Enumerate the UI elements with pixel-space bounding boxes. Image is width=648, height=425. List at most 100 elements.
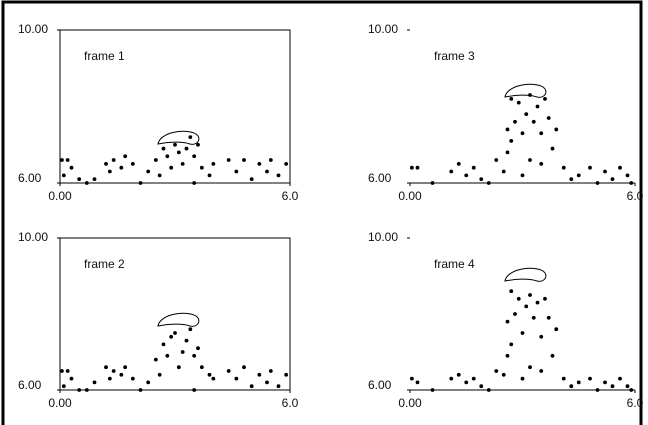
point <box>539 162 543 166</box>
point <box>562 377 566 381</box>
point <box>543 297 547 301</box>
point <box>449 170 453 174</box>
point <box>410 377 414 381</box>
point <box>547 116 551 120</box>
point <box>60 369 64 373</box>
point <box>472 166 476 170</box>
point <box>521 131 525 135</box>
point <box>112 158 116 162</box>
point <box>208 173 212 177</box>
point <box>227 158 231 162</box>
point <box>464 381 468 385</box>
point <box>104 162 108 166</box>
point <box>181 162 185 166</box>
point <box>158 173 162 177</box>
point <box>577 173 581 177</box>
point <box>173 331 177 335</box>
point <box>457 373 461 377</box>
y-tick-label: 6.00 <box>18 171 42 185</box>
point <box>629 181 633 185</box>
point <box>410 166 414 170</box>
y-tick-label: 6.00 <box>18 378 42 392</box>
point <box>154 158 158 162</box>
point <box>173 143 177 147</box>
x-tick-label: 0.00 <box>398 189 422 203</box>
point <box>569 384 573 388</box>
point <box>472 377 476 381</box>
point <box>60 158 64 162</box>
blob-outline <box>158 131 199 144</box>
point <box>257 373 261 377</box>
y-tick-label: 6.00 <box>368 378 392 392</box>
point <box>596 181 600 185</box>
point <box>547 316 551 320</box>
point <box>108 170 112 174</box>
point <box>618 166 622 170</box>
point <box>524 305 528 309</box>
point <box>528 158 532 162</box>
point <box>146 381 150 385</box>
point <box>200 365 204 369</box>
point <box>70 377 74 381</box>
point <box>521 331 525 335</box>
point <box>269 158 273 162</box>
point <box>211 377 215 381</box>
point <box>536 301 540 305</box>
point <box>506 128 510 132</box>
point <box>227 369 231 373</box>
point <box>588 377 592 381</box>
point <box>196 143 200 147</box>
y-tick-label: 10.00 <box>368 230 398 244</box>
point <box>509 139 513 143</box>
point <box>177 365 181 369</box>
x-tick-label: 0.00 <box>48 396 72 410</box>
point <box>551 354 555 358</box>
point <box>123 365 127 369</box>
point <box>119 373 123 377</box>
point <box>169 166 173 170</box>
point <box>70 166 74 170</box>
point <box>596 388 600 392</box>
point <box>517 101 521 105</box>
point <box>509 343 513 347</box>
point <box>626 384 630 388</box>
point <box>554 327 558 331</box>
point <box>603 381 607 385</box>
point <box>93 177 97 181</box>
point <box>250 177 254 181</box>
point <box>162 147 166 151</box>
point <box>265 381 269 385</box>
point <box>242 365 246 369</box>
point <box>265 170 269 174</box>
point <box>449 377 453 381</box>
point <box>131 162 135 166</box>
point <box>517 297 521 301</box>
point <box>506 151 510 155</box>
y-tick-label: 10.00 <box>18 230 48 244</box>
point <box>234 377 238 381</box>
point <box>521 173 525 177</box>
point <box>532 120 536 124</box>
point <box>62 173 66 177</box>
point <box>188 135 192 139</box>
panel-title: frame 3 <box>434 49 475 63</box>
point <box>188 327 192 331</box>
point <box>108 377 112 381</box>
point <box>181 350 185 354</box>
point <box>416 381 420 385</box>
point <box>532 316 536 320</box>
point <box>536 105 540 109</box>
point <box>528 365 532 369</box>
point <box>119 166 123 170</box>
point <box>487 181 491 185</box>
point <box>431 181 435 185</box>
point <box>494 369 498 373</box>
panel-title: frame 2 <box>84 257 125 271</box>
point <box>513 312 517 316</box>
y-tick-label: 10.00 <box>368 22 398 36</box>
point <box>165 354 169 358</box>
point <box>234 170 238 174</box>
point <box>284 162 288 166</box>
frame-border <box>3 2 641 425</box>
point <box>284 373 288 377</box>
